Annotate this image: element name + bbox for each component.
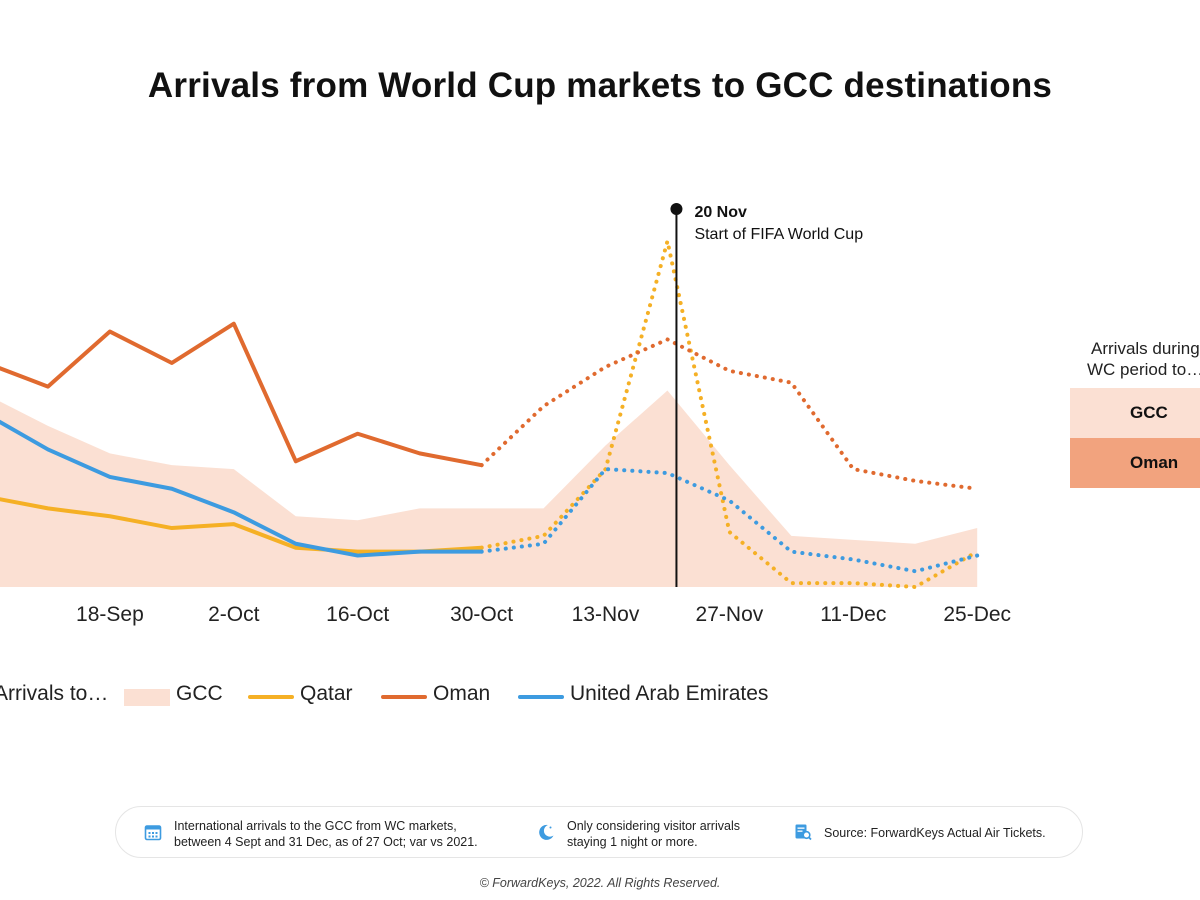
- x-tick-label: 16-Oct: [326, 603, 389, 626]
- x-tick-label: 18-Sep: [76, 603, 144, 626]
- side-row-gcc: GCC: [1070, 388, 1200, 438]
- area-layer: [0, 390, 978, 587]
- line-qatar-forecast: [479, 239, 980, 589]
- footer-notes: International arrivals to the GCC from W…: [115, 806, 1083, 858]
- side-row-gcc-label: GCC: [1130, 403, 1168, 422]
- ticket-search-icon: [795, 824, 812, 841]
- legend-label-qatar: Qatar: [300, 682, 353, 705]
- footer-item-stay-text: Only considering visitor arrivals stayin…: [567, 818, 797, 850]
- copyright: © ForwardKeys, 2022. All Rights Reserved…: [479, 876, 721, 890]
- annotation-layer: 20 Nov Start of FIFA World Cup: [670, 203, 863, 587]
- side-row-oman: Oman: [1070, 438, 1200, 488]
- moon-icon: [539, 824, 554, 840]
- x-tick-label: 27-Nov: [696, 603, 764, 626]
- legend-swatch-uae: [518, 695, 564, 699]
- annotation-text: Start of FIFA World Cup: [694, 226, 863, 243]
- lines-layer: [0, 239, 980, 589]
- calendar-icon: [144, 825, 162, 841]
- footer-item-source-text: Source: ForwardKeys Actual Air Tickets.: [824, 825, 1084, 841]
- x-axis: ep18-Sep2-Oct16-Oct30-Oct13-Nov27-Nov11-…: [76, 603, 1011, 626]
- legend-label-oman: Oman: [433, 682, 491, 705]
- footer-item-period-text: International arrivals to the GCC from W…: [174, 818, 534, 850]
- line-united-arab-emirates-actual: [0, 419, 484, 558]
- footer-item-period-line1: International arrivals to the GCC from W…: [174, 819, 457, 833]
- line-oman-actual: [0, 321, 484, 468]
- side-table-title-line2: WC period to…: [1087, 360, 1200, 379]
- area-gcc: [0, 390, 978, 587]
- side-table-title-line1: Arrivals during: [1091, 339, 1200, 358]
- legend-swatch-oman: [381, 695, 427, 699]
- legend-label-gcc: GCC: [176, 682, 223, 705]
- legend-swatch-gcc: [124, 689, 170, 706]
- footer-item-stay-line2: staying 1 night or more.: [567, 835, 698, 849]
- footer-item-source-line1: Source: ForwardKeys Actual Air Tickets.: [824, 826, 1046, 840]
- legend-label-uae: United Arab Emirates: [570, 682, 769, 705]
- footer-item-period-line2: between 4 Sept and 31 Dec, as of 27 Oct;…: [174, 835, 478, 849]
- x-tick-label: 13-Nov: [572, 603, 640, 626]
- chart-title: Arrivals from World Cup markets to GCC d…: [147, 66, 1053, 105]
- side-row-oman-label: Oman: [1130, 453, 1179, 472]
- annotation-date: 20 Nov: [694, 204, 747, 221]
- x-tick-label: 25-Dec: [943, 603, 1011, 626]
- side-table-title: Arrivals during WC period to…: [1087, 338, 1200, 380]
- legend-prefix: Arrivals to…: [0, 682, 109, 705]
- x-tick-label: 30-Oct: [450, 603, 513, 626]
- legend-swatch-qatar: [248, 695, 294, 699]
- x-tick-label: 2-Oct: [208, 603, 260, 626]
- annotation-marker: [670, 203, 683, 215]
- footer-item-stay-line1: Only considering visitor arrivals: [567, 819, 740, 833]
- x-tick-label: 11-Dec: [820, 603, 886, 626]
